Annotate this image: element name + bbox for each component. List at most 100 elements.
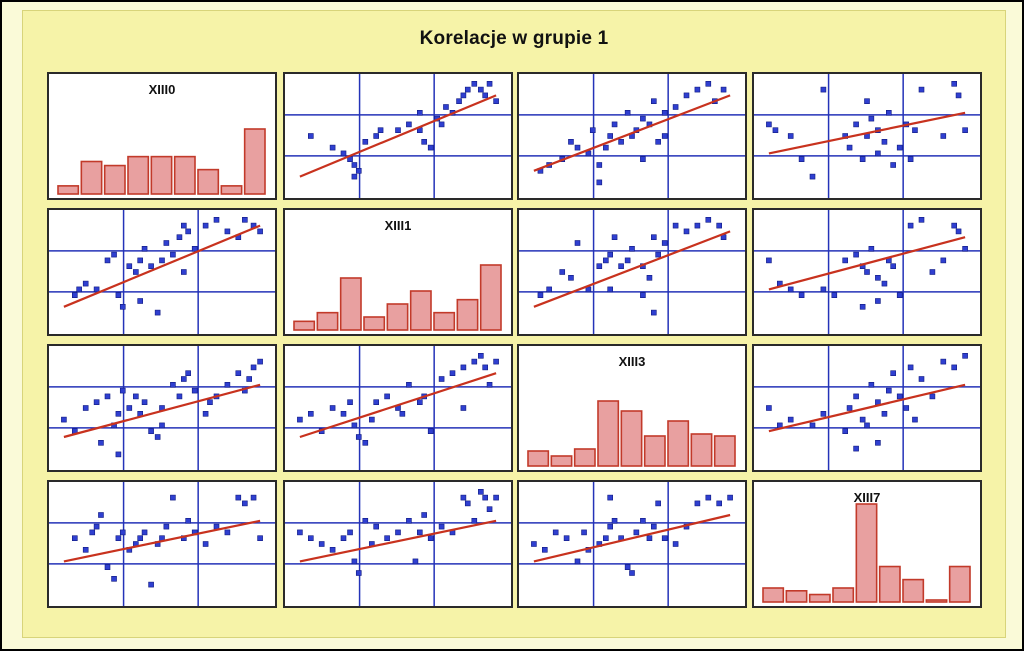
data-point [640,517,646,524]
data-point [859,304,866,310]
data-point [611,234,618,241]
histogram-bar [80,160,103,195]
trend-line [768,111,966,155]
data-point [373,133,379,139]
data-point [820,286,827,293]
data-point [482,494,488,501]
panel-plot [49,482,275,606]
data-point [661,133,668,139]
data-point [661,240,668,246]
data-point [478,353,484,359]
data-point [918,376,925,382]
data-point [940,133,947,139]
data-point [460,494,467,501]
data-point [629,570,635,576]
data-point [478,489,484,495]
data-point [875,298,881,304]
histogram-bar [409,290,432,331]
data-point [111,576,117,582]
histogram-bar [808,593,831,603]
data-point [629,245,635,252]
data-point [412,558,419,565]
data-point [443,104,449,110]
data-point [820,411,827,417]
data-point [940,358,947,365]
variable-label: XIII0 [148,82,176,97]
histogram-bar [573,448,596,467]
data-point [766,121,772,128]
data-point [126,405,133,411]
data-point [377,127,384,134]
data-point [859,156,866,162]
histogram-bar [57,185,80,195]
matrix-panel-r3-c2 [517,480,747,608]
data-point [640,156,646,162]
data-point [716,222,722,229]
data-point [82,547,89,553]
data-point [104,257,111,264]
data-point [618,263,624,270]
panel-plot [285,346,511,470]
data-point [307,535,314,542]
data-point [185,517,191,524]
data-point [373,399,379,406]
histogram-bar [643,435,666,467]
matrix-panel-r0-c3 [752,72,982,200]
data-point [115,411,122,417]
data-point [574,240,581,246]
data-point [76,286,82,293]
data-point [98,440,104,446]
data-point [853,251,859,258]
data-point [624,109,631,116]
data-point [611,517,618,524]
data-point [881,411,888,417]
data-point [655,139,661,145]
data-point [705,81,712,87]
data-point [471,517,478,524]
data-point [868,245,875,252]
matrix-panel-r2-c0 [47,344,277,472]
data-point [421,139,427,145]
data-point [903,405,910,411]
data-point [493,98,499,105]
histogram-bar [173,155,196,195]
data-point [603,535,609,542]
data-point [624,257,631,264]
data-point [329,144,336,151]
data-point [362,139,369,145]
data-point [596,179,603,186]
histogram-bar [456,298,479,331]
data-point [886,109,892,116]
variable-label: XIII1 [384,218,412,233]
data-point [798,156,805,162]
data-point [438,121,445,128]
data-point [574,144,581,151]
data-point [148,581,154,588]
data-point [148,263,154,270]
data-point [257,358,263,365]
trend-line [299,372,497,439]
data-point [766,257,772,264]
data-point [297,529,303,536]
data-point [340,150,347,157]
data-point [250,364,257,371]
data-point [842,428,848,434]
data-point [351,162,358,168]
data-point [661,535,668,542]
data-point [881,139,888,145]
data-point [907,156,914,162]
data-point [603,144,609,151]
data-point [787,286,794,293]
data-point [766,405,772,411]
data-point [355,434,362,440]
histogram-bar [386,303,409,331]
data-point [460,364,467,371]
data-point [329,547,336,553]
data-point [438,523,445,530]
data-point [82,280,89,287]
data-point [552,529,559,536]
matrix-panel-r2-c3 [752,344,982,472]
data-point [820,86,827,93]
data-point [224,529,231,536]
data-point [104,564,111,570]
